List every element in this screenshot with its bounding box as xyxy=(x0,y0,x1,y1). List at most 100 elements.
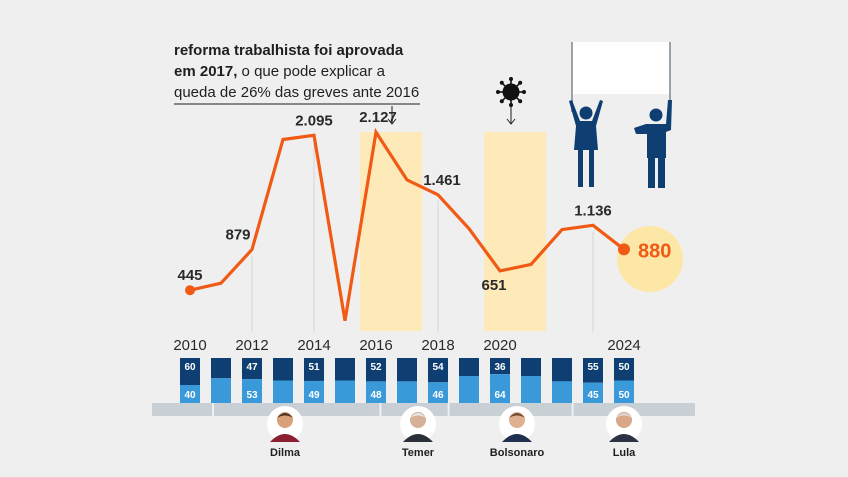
data-point-2010 xyxy=(185,285,195,296)
protester-woman-icon xyxy=(579,106,593,120)
protester-man-icon xyxy=(648,158,655,188)
avatar-suit xyxy=(270,434,300,442)
protester-woman-icon xyxy=(569,100,603,150)
split-bar-bottom-2014 xyxy=(304,380,324,403)
president-name-lula: Lula xyxy=(613,447,636,459)
avatar-suit xyxy=(609,434,639,442)
x-tick-label-2012: 2012 xyxy=(235,337,268,354)
highlight-band-2016 xyxy=(360,132,422,331)
data-label-2012: 879 xyxy=(225,226,250,243)
split-bar-bottom-2022 xyxy=(552,381,572,403)
split-bar-bottom-2013 xyxy=(273,380,293,403)
x-tick-label-2024: 2024 xyxy=(607,337,640,354)
annotation-bold-2: em 2017, xyxy=(174,63,238,80)
virus-spike-tip xyxy=(509,77,513,81)
president-name-bolsonaro: Bolsonaro xyxy=(490,447,545,459)
virus-spike-tip xyxy=(518,80,523,85)
protester-man-icon xyxy=(649,108,663,122)
x-tick-label-2016: 2016 xyxy=(359,337,392,354)
avatar-hair xyxy=(277,413,293,418)
virus-spike-tip xyxy=(496,90,500,94)
avatar-hair xyxy=(509,413,525,418)
data-point-2024 xyxy=(618,243,630,256)
avatar-suit xyxy=(403,434,433,442)
split-bar-bottom-2010 xyxy=(180,385,200,403)
split-label-top-2024: 50 xyxy=(618,362,630,373)
virus-spike-tip xyxy=(499,80,504,85)
avatar-dilma xyxy=(267,406,303,442)
split-bar-top-2010 xyxy=(180,358,200,385)
split-bar-top-2018 xyxy=(428,358,448,383)
arrow-down-icon xyxy=(387,118,397,125)
split-bar-bottom-2012 xyxy=(242,379,262,403)
data-label-2024: 880 xyxy=(638,240,671,262)
split-label-bottom-2024: 50 xyxy=(618,390,630,401)
split-bar-top-2013 xyxy=(273,358,293,381)
x-tick-label-2010: 2010 xyxy=(173,337,206,354)
virus-spike-tip xyxy=(518,99,523,104)
data-label-2023: 1.136 xyxy=(574,202,612,219)
virus-spike-tip xyxy=(499,99,504,104)
split-bar-bottom-2019 xyxy=(459,376,479,403)
avatar-hair xyxy=(410,413,426,418)
split-bar-top-2011 xyxy=(211,358,231,379)
avatar-bolsonaro xyxy=(499,406,535,442)
split-label-bottom-2010: 40 xyxy=(184,390,196,401)
avatar-hair xyxy=(616,413,632,418)
virus-body xyxy=(502,83,520,101)
protester-woman-icon xyxy=(589,150,594,187)
split-bar-top-2014 xyxy=(304,358,324,381)
x-tick-label-2020: 2020 xyxy=(483,337,516,354)
split-bar-bottom-2017 xyxy=(397,381,417,403)
split-bar-top-2015 xyxy=(335,358,355,381)
data-label-2014: 2.095 xyxy=(295,112,333,129)
split-label-bottom-2020: 64 xyxy=(494,390,506,401)
split-bar-top-2012 xyxy=(242,358,262,380)
data-label-2018: 1.461 xyxy=(423,172,461,189)
avatar-temer xyxy=(400,406,436,442)
split-label-bottom-2023: 45 xyxy=(587,390,599,401)
placard-icon xyxy=(572,42,670,94)
x-tick-label-2018: 2018 xyxy=(421,337,454,354)
split-bar-top-2022 xyxy=(552,358,572,382)
split-label-top-2018: 54 xyxy=(432,362,444,373)
avatar-suit xyxy=(502,434,532,442)
split-bar-bottom-2016 xyxy=(366,381,386,403)
split-bar-top-2019 xyxy=(459,358,479,376)
split-bar-bottom-2023 xyxy=(583,382,603,403)
split-label-bottom-2018: 46 xyxy=(432,390,444,401)
split-label-top-2023: 55 xyxy=(587,362,599,373)
protest-illustration xyxy=(569,42,672,188)
virus-spike-tip xyxy=(522,90,526,94)
arrow-down-icon xyxy=(506,118,516,125)
president-name-dilma: Dilma xyxy=(270,447,301,459)
data-label-2020: 651 xyxy=(481,277,506,294)
president-name-temer: Temer xyxy=(402,447,435,459)
split-label-top-2016: 52 xyxy=(370,362,382,373)
split-label-bottom-2016: 48 xyxy=(370,390,382,401)
split-bar-top-2017 xyxy=(397,358,417,382)
last-value-circle xyxy=(617,226,683,292)
split-bar-bottom-2015 xyxy=(335,380,355,403)
split-bar-bottom-2011 xyxy=(211,378,231,403)
split-label-top-2020: 36 xyxy=(494,362,506,373)
protester-man-icon xyxy=(634,100,672,158)
split-bar-top-2020 xyxy=(490,358,510,375)
protester-woman-icon xyxy=(578,150,583,187)
annotation-line-3: queda de 26% das greves ante 2016 xyxy=(174,84,420,101)
split-label-bottom-2014: 49 xyxy=(308,390,320,401)
split-label-top-2010: 60 xyxy=(184,362,196,373)
split-label-bottom-2012: 53 xyxy=(246,390,258,401)
split-bar-bottom-2024 xyxy=(614,380,634,403)
highlight-band-2020 xyxy=(484,132,546,331)
data-label-2010: 445 xyxy=(177,267,202,284)
avatar-lula xyxy=(606,406,642,442)
x-tick-label-2014: 2014 xyxy=(297,337,330,354)
series-line xyxy=(189,127,625,321)
annotation-bold-1: reforma trabalhista foi aprovada xyxy=(174,42,404,59)
data-label-2016: 2.127 xyxy=(359,109,397,126)
annotation-rest-2: o que pode explicar a xyxy=(237,63,385,80)
split-label-top-2012: 47 xyxy=(246,362,258,373)
